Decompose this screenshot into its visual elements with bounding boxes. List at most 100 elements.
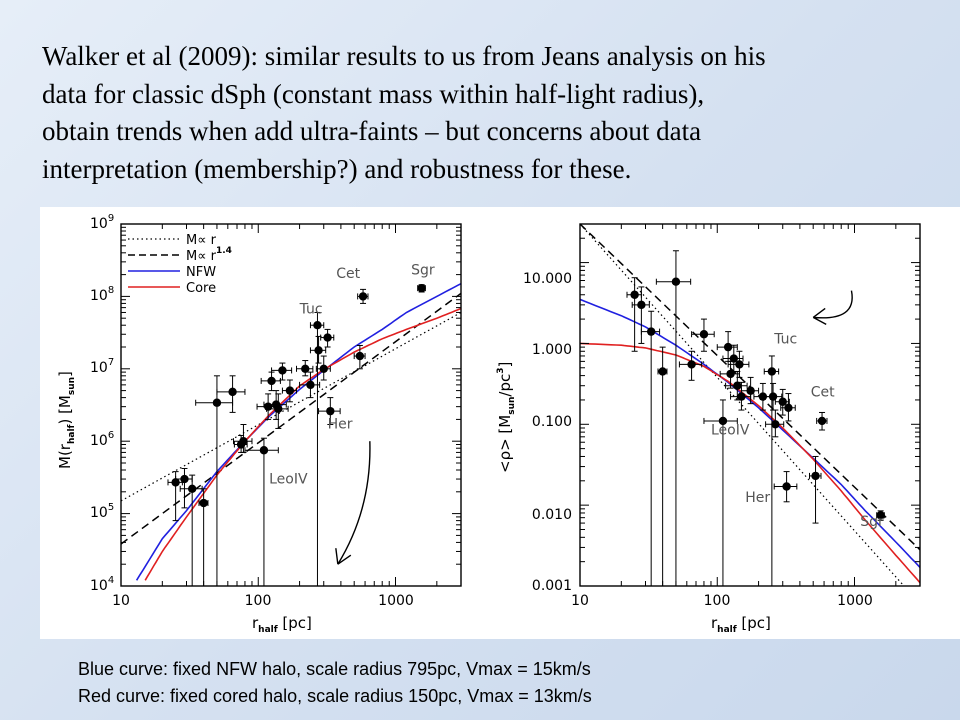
data-marker <box>729 354 739 363</box>
data-marker <box>239 437 248 446</box>
tick-base: 10 <box>90 505 108 521</box>
density-x-axis-label: rhalf [pc] <box>711 614 771 635</box>
label-part: r <box>711 614 718 632</box>
legend-symbol: ∝ <box>197 249 206 264</box>
tick-base: 10 <box>90 433 108 449</box>
mass-y-tick-label: 108 <box>90 285 114 304</box>
tick-exponent: 7 <box>108 357 114 368</box>
data-marker <box>778 397 787 406</box>
density-y-tick-label: 0.010 <box>532 507 572 523</box>
mass-data-point <box>266 393 289 429</box>
legend-label: M∝ r1.4 <box>186 246 232 264</box>
data-marker <box>735 360 744 369</box>
data-marker <box>637 300 646 310</box>
mass-curve-linear <box>121 311 461 502</box>
mass-data-point <box>244 437 279 586</box>
mass-data-point <box>175 467 193 509</box>
label-subscript: half <box>717 625 737 635</box>
density-data-point <box>727 350 750 378</box>
density-data-point <box>763 355 780 586</box>
data-marker <box>718 416 728 426</box>
density-y-axis-label: <ρ> [Msun/pc3] <box>496 362 517 473</box>
label-part: [pc] <box>737 614 771 632</box>
mass-data-point <box>195 375 234 586</box>
mass-x-tick-label: 100 <box>245 593 272 609</box>
mass-data-point <box>198 488 209 586</box>
mass-data-point <box>357 288 369 304</box>
mass-x-axis-label: rhalf [pc] <box>252 614 312 635</box>
caption-blue-curve: Blue curve: fixed NFW halo, scale radius… <box>78 659 591 679</box>
mass-data-point <box>271 362 293 381</box>
density-data-point <box>691 318 715 352</box>
data-marker <box>326 406 335 416</box>
mass-galaxy-labels: Cet Sgr Tuc Her LeoIV <box>269 263 435 488</box>
density-data-point <box>780 393 796 422</box>
label-part: ] <box>56 371 74 377</box>
density-galaxy-label: LeoIV <box>711 422 750 438</box>
heading-line: data for classic dSph (constant mass wit… <box>42 78 705 109</box>
legend-label: Core <box>186 281 216 296</box>
mass-data-point <box>320 328 335 348</box>
density-y-tick-label: 10.000 <box>523 271 572 287</box>
tick-base: 10 <box>90 288 108 304</box>
density-data-point <box>876 510 885 521</box>
tick-exponent: 8 <box>108 285 114 296</box>
label-part: ] <box>496 362 514 368</box>
mass-data-point <box>232 424 253 453</box>
caption-red-curve: Red curve: fixed cored halo, scale radiu… <box>78 686 592 706</box>
density-curve-core <box>580 342 920 584</box>
tick-base: 10 <box>90 216 108 232</box>
mass-x-tick-labels: 10 100 1000 <box>112 593 414 609</box>
mass-legend: M∝ r M∝ r1.4 NFW Core <box>128 233 232 296</box>
density-plot-frame <box>579 223 921 587</box>
label-part: <ρ> [M <box>496 415 514 473</box>
data-marker <box>187 484 197 494</box>
tick-base: 10 <box>90 360 108 376</box>
density-y-tick-label: 0.100 <box>532 414 572 430</box>
data-marker <box>171 478 180 487</box>
density-data-point <box>740 376 760 405</box>
mass-data-point <box>216 375 246 413</box>
label-part: [pc] <box>278 614 312 632</box>
density-curve-nfw <box>580 298 920 568</box>
data-marker <box>199 498 208 508</box>
data-marker <box>733 381 742 390</box>
mass-galaxy-label: Sgr <box>411 263 435 279</box>
density-x-tick-label: 10 <box>571 593 589 609</box>
data-marker <box>767 367 777 376</box>
density-data-point <box>657 346 668 586</box>
data-marker <box>876 511 885 520</box>
data-marker <box>358 292 368 301</box>
tick-exponent: 9 <box>108 213 114 224</box>
density-data-point <box>678 350 703 381</box>
heading-line: Walker et al (2009): similar results to … <box>42 41 766 71</box>
data-marker <box>817 416 827 426</box>
data-marker <box>768 392 778 401</box>
mass-data-point <box>260 371 281 392</box>
density-x-tick-label: 100 <box>704 593 731 609</box>
density-galaxy-label: Cet <box>811 385 835 401</box>
density-data-point <box>626 277 642 352</box>
data-marker <box>319 364 328 373</box>
data-marker <box>630 290 639 299</box>
data-marker <box>278 366 287 375</box>
density-galaxy-labels: Tuc Cet LeoIV Her Sgr <box>711 331 884 530</box>
data-marker <box>746 386 755 395</box>
density-data-point <box>816 411 828 431</box>
legend-symbol: ∝ <box>197 233 206 248</box>
data-marker <box>306 380 315 390</box>
density-data-point <box>774 388 790 416</box>
density-axis-ticks <box>579 223 921 587</box>
density-curve-linear <box>580 224 905 586</box>
mass-y-tick-label: 105 <box>90 502 114 521</box>
mass-data-point <box>309 311 325 586</box>
figure-panel: Cet Sgr Tuc Her LeoIV 104 105 106 107 108 10… <box>40 207 960 639</box>
data-marker <box>784 403 793 412</box>
density-y-tick-label: 0.001 <box>532 578 572 594</box>
data-marker <box>782 482 791 491</box>
data-marker <box>274 404 283 414</box>
tick-exponent: 4 <box>108 575 114 586</box>
density-plot: Tuc Cet LeoIV Her Sgr 0.001 0.010 0.100 1.00… <box>496 223 921 635</box>
